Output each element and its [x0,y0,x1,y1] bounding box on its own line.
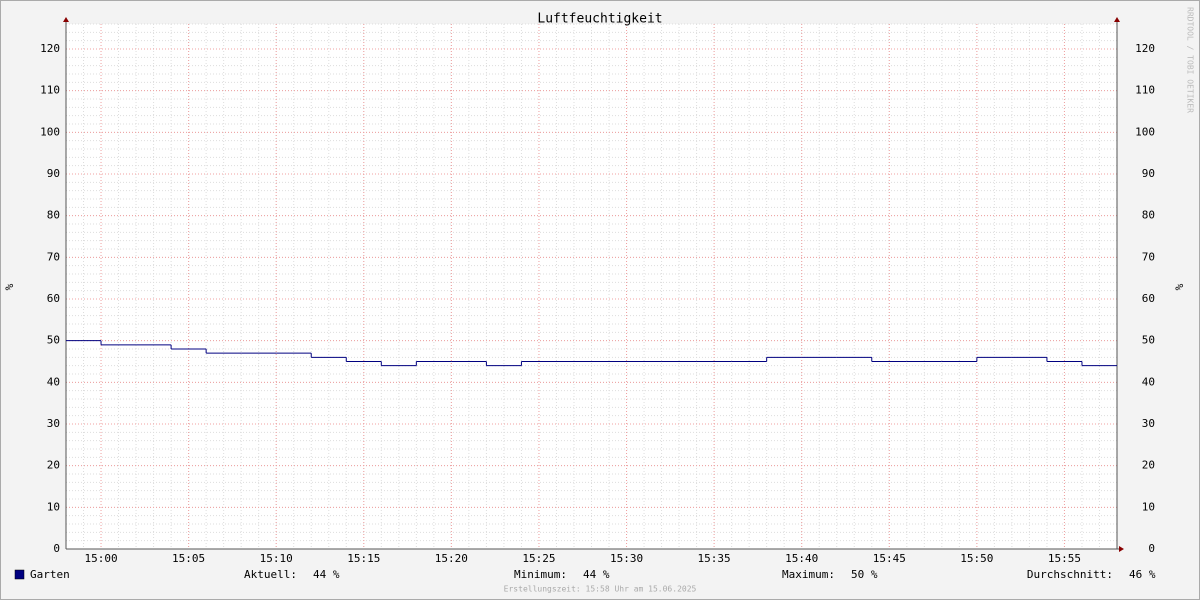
y-axis-label: % [3,283,16,290]
y-tick-label: 110 [40,84,60,97]
y2-tick-label: 30 [1142,417,1155,430]
y-tick-label: 100 [40,125,60,138]
x-tick-label: 15:10 [260,552,293,565]
grid [65,23,1118,550]
arrow [1119,546,1124,552]
x-tick-label: 15:40 [785,552,818,565]
stat-label: Minimum: [514,568,567,581]
y-tick-label: 90 [47,167,60,180]
legend-label: Garten [30,568,70,581]
y-tick-label: 60 [47,292,60,305]
y-tick-label: 70 [47,250,60,263]
y2-tick-label: 60 [1142,292,1155,305]
y-tick-label: 50 [47,334,60,347]
y-tick-label: 20 [47,459,60,472]
x-tick-label: 15:05 [172,552,205,565]
x-tick-label: 15:35 [698,552,731,565]
x-tick-label: 15:50 [960,552,993,565]
y2-tick-label: 90 [1142,167,1155,180]
x-tick-label: 15:00 [84,552,117,565]
legend-swatch [14,569,25,580]
x-tick-label: 15:30 [610,552,643,565]
y-tick-label: 10 [47,500,60,513]
x-tick-label: 15:25 [522,552,555,565]
y-tick-label: 80 [47,209,60,222]
x-tick-label: 15:45 [873,552,906,565]
y-tick-label: 120 [40,42,60,55]
y-tick-label: 0 [53,542,60,555]
y2-tick-label: 20 [1142,459,1155,472]
arrow [1114,17,1120,22]
y2-tick-label: 50 [1142,334,1155,347]
chart-title: Luftfeuchtigkeit [537,12,662,27]
stat-label: Aktuell: [244,568,297,581]
y2-tick-label: 0 [1148,542,1155,555]
y2-tick-label: 100 [1135,125,1155,138]
y2-tick-label: 70 [1142,250,1155,263]
x-tick-label: 15:15 [347,552,380,565]
y2-tick-label: 110 [1135,84,1155,97]
y2-tick-label: 80 [1142,209,1155,222]
y-tick-label: 30 [47,417,60,430]
arrow [63,17,69,22]
watermark: RRDTOOL / TOBI OETIKER [1186,7,1195,113]
stat-label: Durchschnitt: [1027,568,1113,581]
stat-value: 50 % [851,568,878,581]
y2-tick-label: 10 [1142,500,1155,513]
stat-value: 44 % [583,568,610,581]
stat-value: 46 % [1129,568,1156,581]
footer: Erstellungszeit: 15:58 Uhr am 15.06.2025 [504,585,697,594]
stat-value: 44 % [313,568,340,581]
y2-tick-label: 120 [1135,42,1155,55]
y2-axis-label: % [1173,283,1186,290]
stat-label: Maximum: [782,568,835,581]
y2-tick-label: 40 [1142,375,1155,388]
x-tick-label: 15:55 [1048,552,1081,565]
y-tick-label: 40 [47,375,60,388]
x-tick-label: 15:20 [435,552,468,565]
